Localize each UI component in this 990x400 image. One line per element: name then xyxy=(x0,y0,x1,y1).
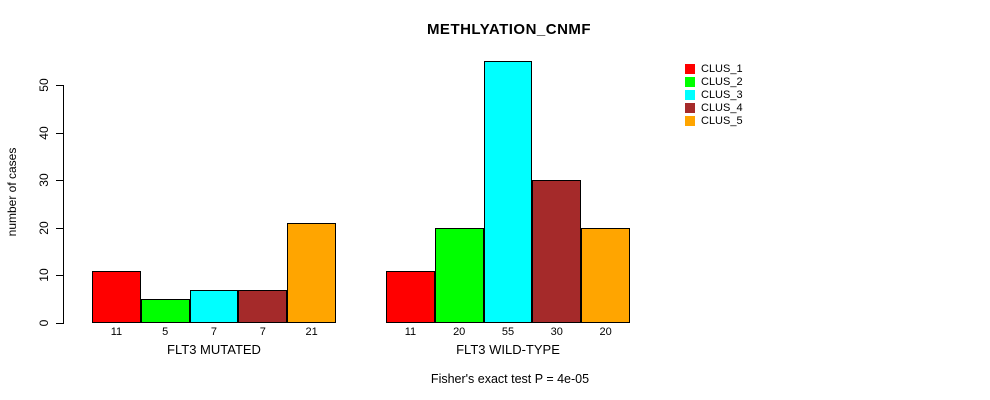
y-tick-label: 0 xyxy=(37,319,51,327)
legend-label: CLUS_5 xyxy=(701,114,743,127)
y-tick-label: 50 xyxy=(37,78,51,92)
bar-clus_5-flt3-wild-type xyxy=(581,227,630,323)
bar-value-label: 30 xyxy=(550,326,563,338)
y-tick-label: 10 xyxy=(37,268,51,283)
y-tick xyxy=(56,85,63,86)
category-label-flt3-mutated: FLT3 MUTATED xyxy=(167,342,261,357)
bar-clus_4-flt3-wild-type xyxy=(532,180,582,323)
bar-value-label: 7 xyxy=(259,326,266,338)
y-axis-label: number of cases xyxy=(5,147,19,237)
y-tick xyxy=(56,227,63,229)
bar-value-label: 55 xyxy=(501,326,515,338)
y-tick xyxy=(56,180,63,182)
legend-row-clus_2: CLUS_2 xyxy=(685,75,743,88)
legend-label: CLUS_1 xyxy=(701,62,743,75)
chart-title: METHLYATION_CNMF xyxy=(426,21,592,38)
y-tick xyxy=(56,275,63,277)
bar-value-label: 20 xyxy=(599,326,612,338)
y-tick-label: 30 xyxy=(37,173,51,187)
bar-value-label: 20 xyxy=(453,326,466,338)
legend-swatch-clus_5 xyxy=(685,116,695,126)
y-tick xyxy=(56,132,63,134)
bar-clus_4-flt3-mutated xyxy=(238,289,288,323)
bar-value-label: 5 xyxy=(162,326,169,338)
legend-row-clus_1: CLUS_1 xyxy=(685,62,743,75)
legend-swatch-clus_2 xyxy=(685,77,695,87)
legend-label: CLUS_4 xyxy=(701,101,743,114)
legend-swatch-clus_1 xyxy=(685,64,695,74)
y-axis-line xyxy=(63,85,64,324)
y-tick-label: 40 xyxy=(37,125,51,140)
legend-row-clus_3: CLUS_3 xyxy=(685,88,743,101)
category-label-flt3-wild-type: FLT3 WILD-TYPE xyxy=(456,342,560,357)
y-tick-label: 20 xyxy=(37,221,51,235)
bar-clus_5-flt3-mutated xyxy=(287,223,336,323)
annotation-caption: Fisher's exact test P = 4e-05 xyxy=(430,372,590,386)
legend-row-clus_5: CLUS_5 xyxy=(685,114,743,127)
legend-swatch-clus_3 xyxy=(685,90,695,100)
legend-swatch-clus_4 xyxy=(685,103,695,113)
bar-clus_1-flt3-mutated xyxy=(92,270,141,323)
y-tick xyxy=(56,323,63,324)
legend-label: CLUS_2 xyxy=(701,75,743,88)
bar-value-label: 7 xyxy=(210,326,218,338)
bar-value-label: 21 xyxy=(305,326,318,338)
bar-clus_3-flt3-mutated xyxy=(189,289,239,323)
bar-clus_2-flt3-wild-type xyxy=(434,227,484,323)
bar-value-label: 11 xyxy=(404,326,417,338)
bar-clus_2-flt3-mutated xyxy=(140,299,190,323)
bar-value-label: 11 xyxy=(110,326,123,338)
legend-row-clus_4: CLUS_4 xyxy=(685,101,743,114)
bar-clus_1-flt3-wild-type xyxy=(386,270,435,323)
legend-label: CLUS_3 xyxy=(701,88,743,101)
bar-clus_3-flt3-wild-type xyxy=(483,61,533,323)
